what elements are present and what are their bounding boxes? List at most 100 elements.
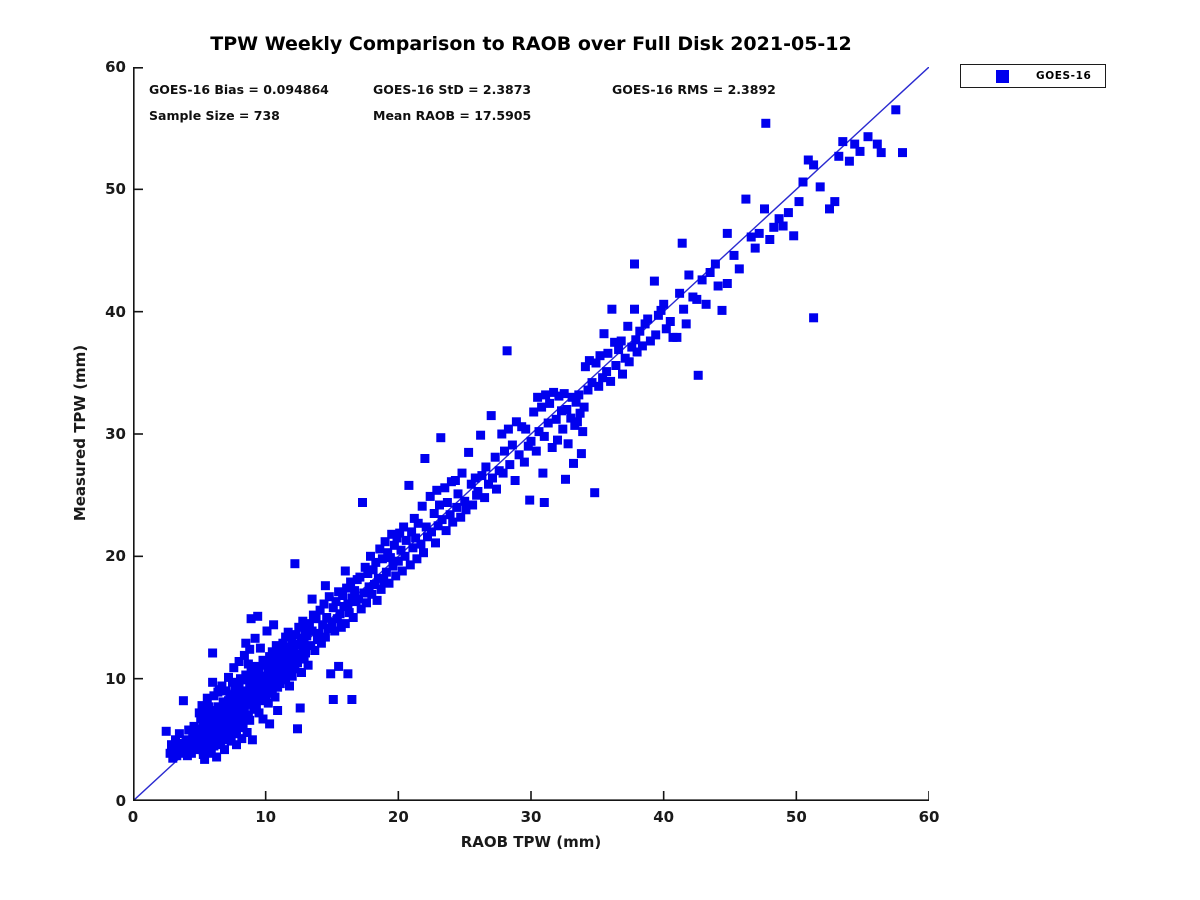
y-tick-label: 0 [115, 792, 126, 810]
scatter-point [366, 551, 375, 561]
scatter-point [181, 735, 191, 745]
scatter-point [672, 332, 682, 342]
scatter-point [539, 431, 549, 441]
scatter-point [212, 752, 222, 762]
scatter-point [245, 715, 255, 725]
scatter-point [396, 545, 406, 555]
scatter-point [269, 620, 279, 630]
scatter-point [259, 674, 269, 684]
scatter-point [538, 468, 548, 478]
x-tick-label: 60 [918, 808, 940, 826]
scatter-point [429, 509, 439, 518]
scatter-point [809, 160, 819, 170]
scatter-point [269, 677, 279, 687]
scatter-point [492, 484, 501, 494]
scatter-point [253, 611, 263, 621]
scatter-point [603, 348, 613, 358]
scatter-point [363, 569, 373, 578]
scatter-point [254, 708, 264, 718]
scatter-point [293, 724, 302, 734]
scatter-point [529, 407, 539, 417]
scatter-point [214, 685, 224, 695]
scatter-point [834, 151, 844, 161]
scatter-point [287, 636, 297, 646]
legend: GOES-16 [960, 64, 1106, 88]
y-tick-label: 30 [105, 425, 126, 443]
scatter-point [514, 450, 524, 460]
scatter-point [503, 424, 513, 434]
scatter-point [624, 357, 634, 367]
scatter-point [269, 663, 279, 673]
x-tick-label: 20 [387, 808, 409, 826]
scatter-point [729, 250, 739, 260]
scatter-point [228, 677, 237, 687]
scatter-point [226, 736, 236, 746]
scatter-point [340, 566, 350, 576]
scatter-point [254, 664, 264, 674]
scatter-point [587, 378, 597, 388]
scatter-point [507, 440, 517, 450]
scatter-point [519, 457, 529, 467]
stat-sample-size: Sample Size = 738 [149, 108, 280, 123]
scatter-point [334, 661, 344, 671]
scatter-point [161, 726, 171, 736]
scatter-point [167, 740, 176, 750]
scatter-point [679, 304, 689, 314]
scatter-point [222, 708, 232, 718]
scatter-point [281, 672, 291, 682]
scatter-point [563, 439, 573, 449]
chart-title: TPW Weekly Comparison to RAOB over Full … [210, 33, 852, 55]
scatter-point [304, 619, 314, 629]
scatter-point [400, 551, 410, 561]
scatter-point [551, 414, 561, 424]
scatter-point [283, 627, 293, 637]
scatter-point [789, 231, 799, 241]
stat-bias: GOES-16 Bias = 0.094864 [149, 82, 329, 97]
scatter-point [476, 430, 486, 440]
scatter-point [221, 686, 231, 696]
scatter-point [298, 616, 308, 626]
scatter-point [470, 473, 480, 483]
scatter-point [371, 557, 381, 567]
scatter-point [484, 479, 493, 489]
scatter-point [445, 510, 455, 520]
scatter-point [825, 204, 834, 214]
scatter-point [610, 337, 620, 347]
scatter-point [328, 695, 338, 704]
scatter-point [247, 676, 257, 686]
scatter-point [202, 693, 212, 703]
scatter-point [241, 697, 251, 707]
scatter-point [432, 485, 442, 495]
scatter-point [607, 304, 617, 314]
scatter-point [562, 405, 572, 414]
scatter-point [200, 754, 210, 764]
scatter-point [754, 228, 764, 238]
x-tick-label: 0 [127, 808, 139, 826]
scatter-point [441, 526, 451, 536]
scatter-point [809, 313, 819, 323]
scatter-point [229, 708, 239, 718]
scatter-point [220, 745, 229, 755]
scatter-point [281, 632, 291, 642]
scatter-point [249, 668, 259, 677]
y-tick-label: 40 [105, 302, 126, 321]
scatter-point [210, 710, 220, 720]
scatter-point [250, 633, 260, 643]
scatter-point [299, 637, 309, 647]
scatter-point [322, 613, 332, 622]
scatter-point [290, 664, 300, 674]
scatter-point [765, 235, 775, 244]
scatter-point [717, 305, 727, 315]
scatter-point [217, 708, 227, 718]
scatter-point [442, 498, 452, 507]
scatter-point [417, 501, 427, 511]
scatter-point [367, 589, 377, 599]
y-tick-label: 60 [105, 58, 126, 76]
scatter-point [350, 586, 360, 596]
scatter-point [803, 155, 813, 165]
scatter-point [872, 139, 882, 149]
scatter-point [855, 146, 865, 156]
scatter-point [295, 703, 305, 713]
scatter-point [392, 533, 402, 543]
